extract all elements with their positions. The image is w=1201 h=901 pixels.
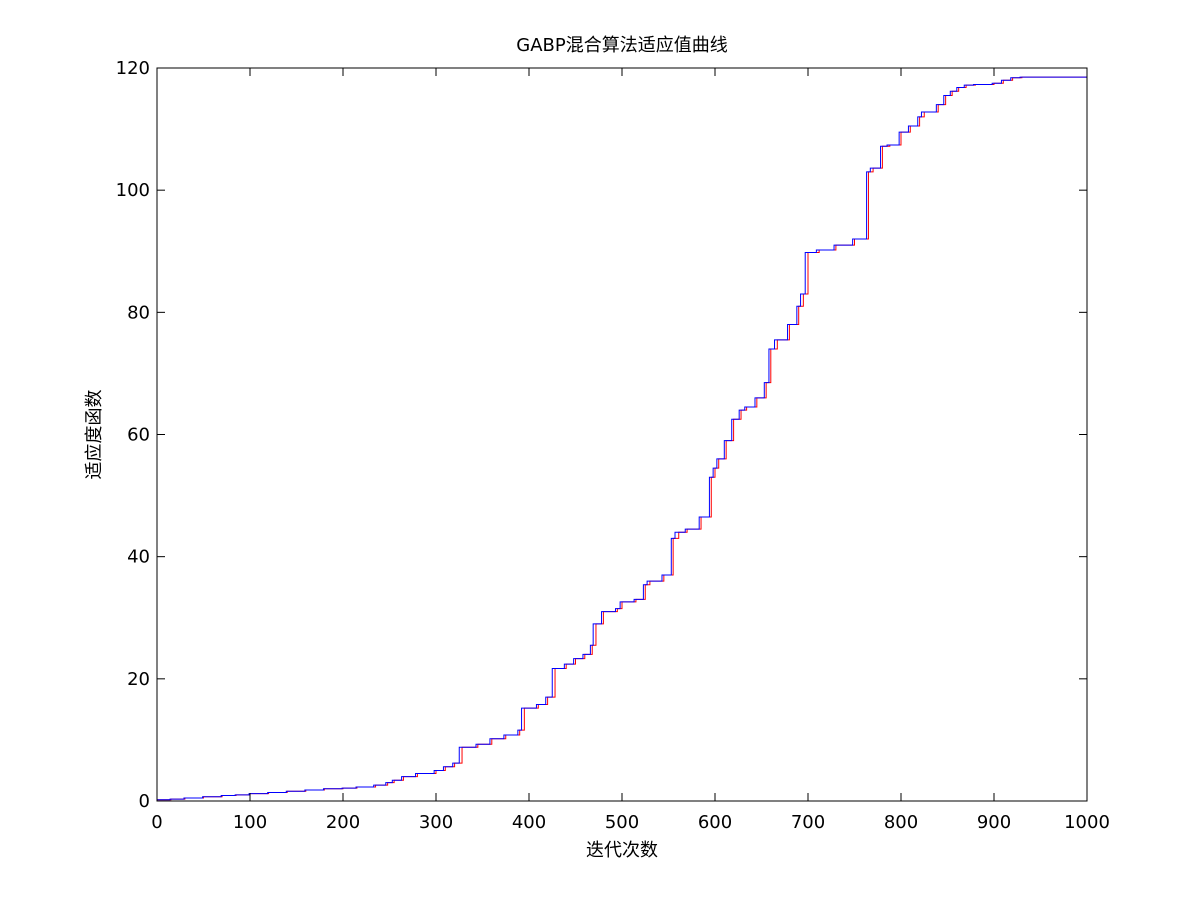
y-tick-label: 0 <box>139 791 150 812</box>
y-tick-label: 60 <box>127 425 150 446</box>
x-tick-label: 100 <box>233 812 267 833</box>
x-tick-label: 500 <box>605 812 639 833</box>
x-tick-label: 300 <box>419 812 453 833</box>
x-tick-label: 700 <box>791 812 825 833</box>
x-tick-label: 400 <box>512 812 546 833</box>
y-tick-label: 120 <box>116 58 150 79</box>
x-tick-label: 900 <box>977 812 1011 833</box>
y-tick-label: 40 <box>127 547 150 568</box>
x-tick-label: 200 <box>326 812 360 833</box>
y-tick-label: 80 <box>127 302 150 323</box>
x-tick-label: 0 <box>151 812 162 833</box>
y-axis-label: 适应度函数 <box>84 390 105 480</box>
y-tick-label: 100 <box>116 180 150 201</box>
plot-frame <box>156 67 1088 802</box>
series-layer <box>157 76 1087 801</box>
series-line-1 <box>157 76 1087 801</box>
y-tick-label: 20 <box>127 669 150 690</box>
series-line-2 <box>157 76 1087 801</box>
tick-layer: 0 100 200 300 400 500 600 700 800 900 1000 0 20 40 60 8… <box>116 58 1110 833</box>
x-axis-label: 迭代次数 <box>586 840 658 861</box>
x-tick-label: 800 <box>884 812 918 833</box>
x-tick-label: 600 <box>698 812 732 833</box>
x-tick-label: 1000 <box>1064 812 1110 833</box>
chart-title: GABP混合算法适应值曲线 <box>516 35 727 56</box>
